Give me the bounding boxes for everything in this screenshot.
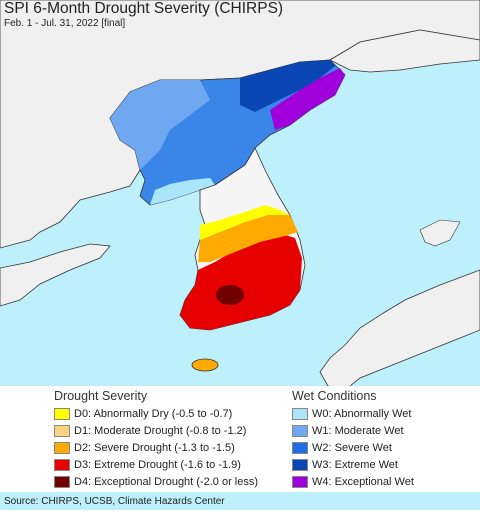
sk-extreme-drought [180,232,302,330]
swatch-w1 [292,424,308,437]
legend-item-d1: D1: Moderate Drought (-0.8 to -1.2) [54,423,246,438]
legend-item-d2: D2: Severe Drought (-1.3 to -1.5) [54,440,235,455]
swatch-d2 [54,441,70,454]
swatch-d0 [54,407,70,420]
legend-item-d4: D4: Exceptional Drought (-2.0 or less) [54,474,258,489]
legend-panel: Drought Severity D0: Abnormally Dry (-0.… [0,386,480,492]
sk-abnormally-dry [200,205,290,240]
legend-label-d2: D2: Severe Drought (-1.3 to -1.5) [74,441,235,454]
sk-severe-drought [198,215,298,262]
source-credit: Source: CHIRPS, UCSB, Climate Hazards Ce… [4,496,225,507]
legend-item-d0: D0: Abnormally Dry (-0.5 to -0.7) [54,406,232,421]
legend-item-w2: W2: Severe Wet [292,440,392,455]
legend-label-d4: D4: Exceptional Drought (-2.0 or less) [74,475,259,488]
map-title: SPI 6-Month Drought Severity (CHIRPS) [4,0,284,17]
swatch-d3 [54,458,70,471]
legend-label-w3: W3: Extreme Wet [312,458,398,471]
wet-legend-heading: Wet Conditions [292,389,377,403]
swatch-w4 [292,475,308,488]
nk-abnormally-wet [150,178,215,205]
legend-item-w1: W1: Moderate Wet [292,423,404,438]
drought-legend-heading: Drought Severity [54,389,148,403]
legend-label-w2: W2: Severe Wet [312,441,392,454]
legend-item-d3: D3: Extreme Drought (-1.6 to -1.9) [54,457,241,472]
map-subtitle: Feb. 1 - Jul. 31, 2022 [final] [4,18,126,29]
legend-item-w3: W3: Extreme Wet [292,457,398,472]
russia-coast [329,29,480,73]
shandong-peninsula [0,243,111,307]
legend-label-d0: D0: Abnormally Dry (-0.5 to -0.7) [74,407,233,420]
swatch-w2 [292,441,308,454]
legend-label-w0: W0: Abnormally Wet [312,407,412,420]
japan-north [419,219,461,247]
nk-exceptional-wet [270,68,345,130]
swatch-d4 [54,475,70,488]
swatch-w3 [292,458,308,471]
legend-label-w1: W1: Moderate Wet [312,424,404,437]
nk-moderate-wet [110,80,210,170]
swatch-d1 [54,424,70,437]
jeju-island [191,358,219,372]
legend-label-d3: D3: Extreme Drought (-1.6 to -1.9) [74,458,241,471]
legend-label-w4: W4: Exceptional Wet [312,475,414,488]
legend-label-d1: D1: Moderate Drought (-0.8 to -1.2) [74,424,247,437]
nk-extreme-wet [240,60,335,112]
sk-exceptional-drought [216,285,244,305]
swatch-w0 [292,407,308,420]
legend-item-w4: W4: Exceptional Wet [292,474,414,489]
legend-item-w0: W0: Abnormally Wet [292,406,411,421]
